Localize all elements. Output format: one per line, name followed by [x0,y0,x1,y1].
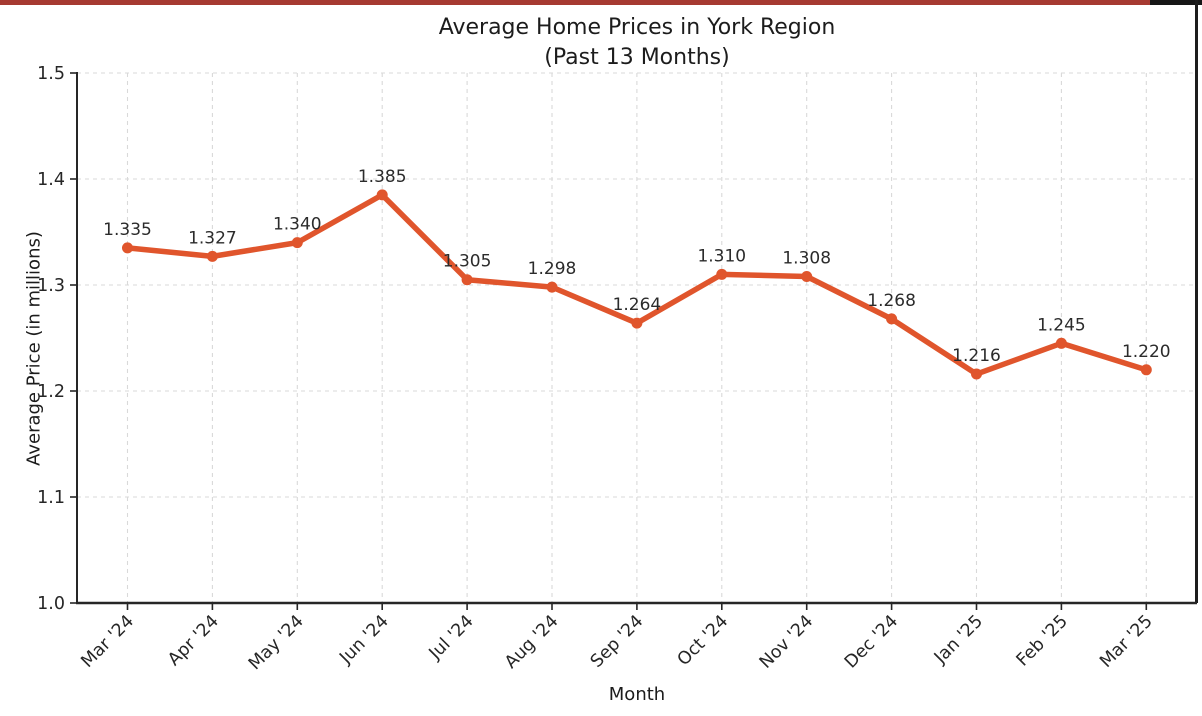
data-point-label: 1.308 [782,249,831,269]
x-axis-label: Month [608,684,666,705]
data-point-label: 1.310 [697,246,746,266]
data-point-marker [1140,364,1152,376]
x-tick-label: Jun '24 [335,611,392,668]
data-point-label: 1.327 [188,228,237,248]
data-point-label: 1.305 [443,252,492,272]
data-point-marker [122,242,133,254]
y-tick-label: 1.3 [37,276,65,296]
progress-bar-remaining [1150,0,1202,5]
data-point-label: 1.385 [358,167,407,187]
data-point-marker [206,250,218,262]
x-tick-label: Jan '25 [930,611,987,668]
data-point-label: 1.245 [1037,315,1086,335]
data-point-label: 1.268 [867,291,916,311]
data-point-marker [291,237,303,249]
x-tick-label: Mar '25 [1096,611,1157,672]
data-point-marker [886,313,898,325]
data-point-label: 1.220 [1122,342,1171,362]
data-point-label: 1.340 [273,215,322,235]
chart-title: Average Home Prices in York Region [438,15,836,40]
x-tick-label: Sep '24 [587,611,648,672]
x-tick-label: Aug '24 [501,611,562,672]
y-tick-label: 1.2 [37,382,65,402]
right-edge-border [1195,0,1198,603]
data-point-label: 1.264 [613,295,662,315]
data-point-marker [546,281,558,293]
chart-subtitle: (Past 13 Months) [544,45,730,70]
progress-bar-filled [0,0,1150,5]
y-tick-label: 1.0 [37,594,65,614]
data-point-marker [461,274,473,286]
y-tick-label: 1.4 [37,170,65,190]
data-point-label: 1.335 [103,220,152,240]
data-point-label: 1.298 [528,259,577,279]
progress-bar[interactable] [0,0,1202,5]
data-point-marker [716,268,728,280]
y-tick-label: 1.1 [37,488,65,508]
data-point-marker [971,368,982,380]
x-tick-label: Dec '24 [841,611,902,672]
data-point-marker [801,271,813,283]
y-tick-label: 1.5 [37,64,65,84]
x-tick-label: Nov '24 [756,611,817,672]
x-tick-label: Apr '24 [164,611,223,670]
data-point-label: 1.216 [952,346,1001,366]
data-point-marker [631,317,643,329]
x-tick-label: Jul '24 [425,611,478,664]
x-tick-label: May '24 [245,611,308,674]
data-point-marker [376,189,388,201]
data-point-marker [1055,337,1067,349]
x-tick-label: Oct '24 [674,611,733,670]
x-tick-label: Feb '25 [1013,611,1072,670]
x-tick-label: Mar '24 [77,611,138,672]
